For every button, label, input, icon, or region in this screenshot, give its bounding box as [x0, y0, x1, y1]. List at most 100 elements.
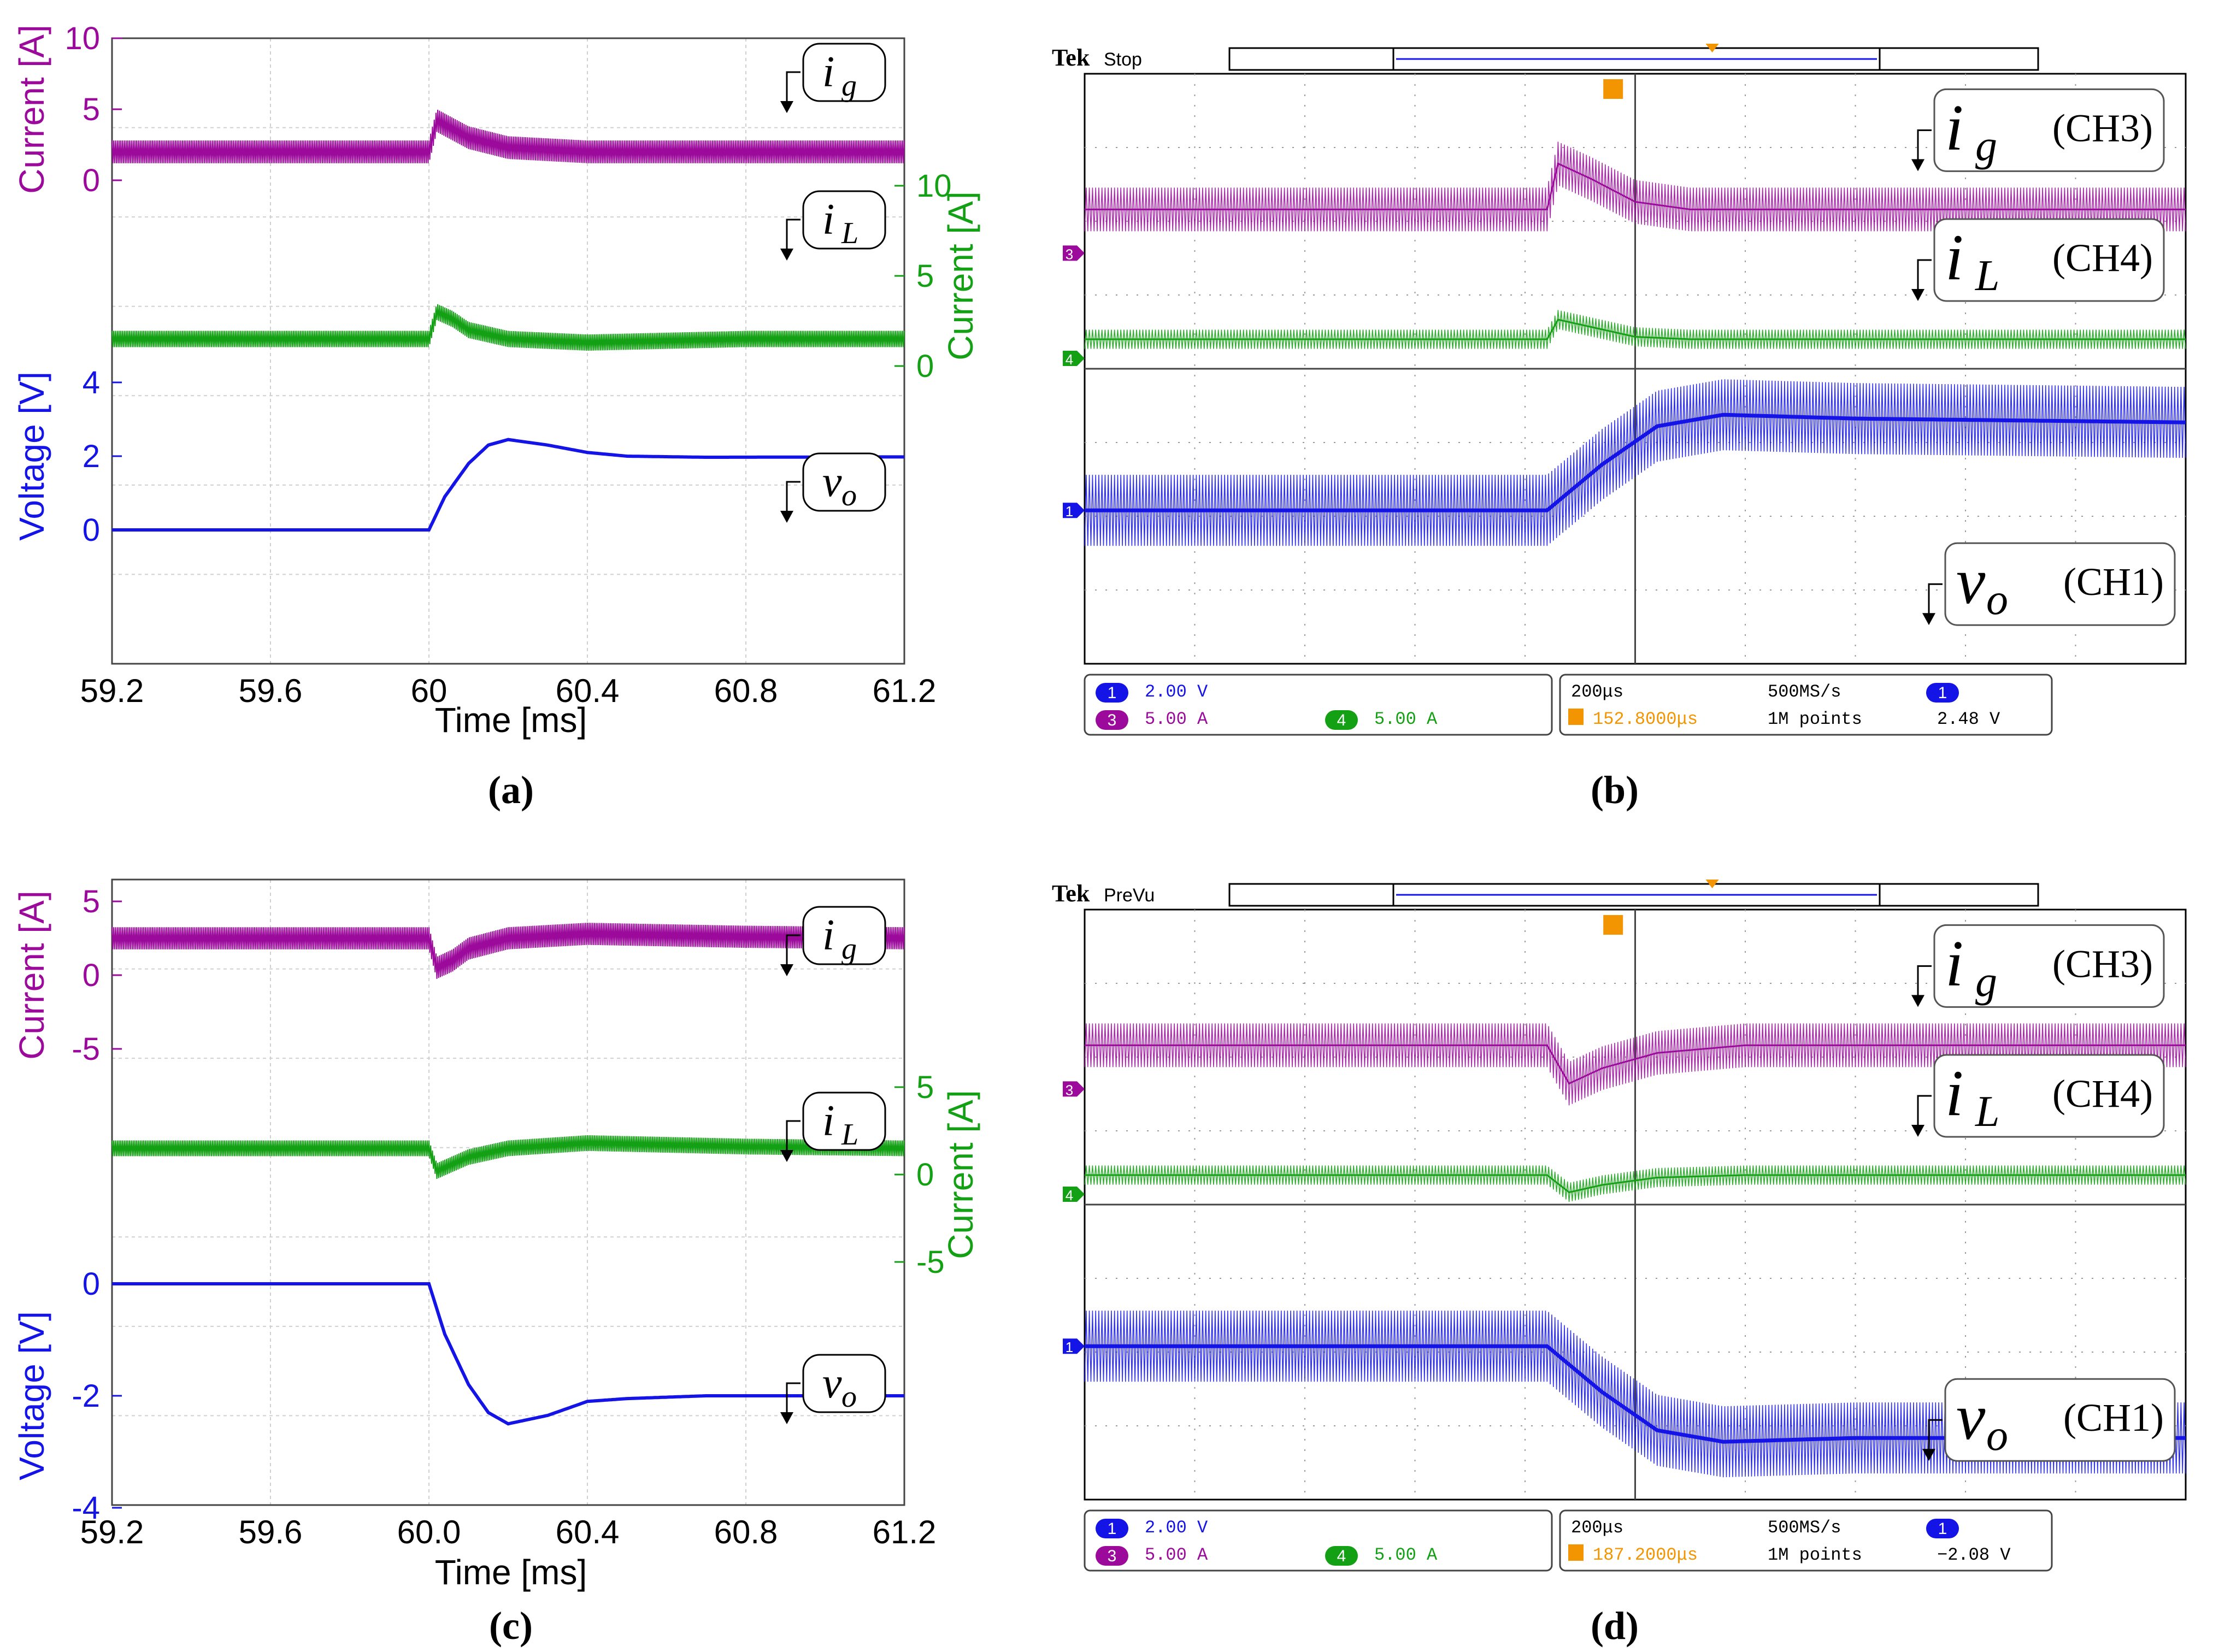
trace-channel-label: (CH4) [2052, 236, 2153, 280]
label-arrowhead [780, 249, 793, 261]
channel-pill [1096, 1546, 1128, 1566]
label-arrowhead [780, 1412, 793, 1424]
x-tick-label: 59.6 [239, 672, 303, 709]
channel-pill-label: 3 [1108, 1547, 1117, 1565]
trigger-marker-top [1705, 44, 1719, 52]
series-label-ig: i [822, 911, 834, 959]
y-tick-label: 5 [83, 92, 100, 127]
series-label-iL: i [822, 1097, 834, 1145]
series-line-iL [111, 304, 905, 351]
trace-label-sub-ig: g [1975, 122, 1997, 170]
record-length: 1M points [1768, 709, 1862, 729]
ch4-scale: 5.00 A [1374, 1545, 1438, 1565]
trace-channel-label: (CH1) [2063, 1396, 2164, 1439]
y-tick-label: 5 [916, 1070, 934, 1105]
ch1-scale: 2.00 V [1145, 682, 1208, 702]
trigger-position: 187.2000μs [1593, 1545, 1698, 1565]
trigger-level: −2.08 V [1937, 1545, 2011, 1565]
caption-a: (a) [488, 768, 534, 812]
x-tick-label: 61.2 [873, 672, 937, 709]
label-arrowhead [1911, 995, 1924, 1007]
y-tick-label: -5 [916, 1244, 945, 1280]
scope-trace-iL [1084, 1165, 2186, 1202]
series-line-iL [111, 1135, 905, 1179]
trace-label-box [1933, 1054, 2165, 1138]
series-label-sub-iL: L [841, 1118, 858, 1152]
trace-label-iL: i [1945, 221, 1963, 293]
series-line-vo [112, 438, 904, 532]
series-line-ig [111, 923, 905, 979]
label-arrow [786, 219, 801, 252]
channel-marker-label: 4 [1066, 1187, 1073, 1203]
trace-label-box [1933, 218, 2165, 302]
xlabel-a: Time [ms] [435, 700, 587, 740]
label-arrow [786, 1382, 801, 1416]
trace-label-sub-ig: g [1975, 958, 1997, 1006]
x-tick-label: 60.8 [714, 1514, 778, 1550]
trace-label-box [1933, 924, 2165, 1008]
scope-trace-ig [1084, 1023, 2186, 1106]
channel-marker-label: 3 [1066, 1082, 1073, 1098]
x-tick-label: 60.8 [714, 672, 778, 709]
readout-box-channels [1084, 674, 1553, 736]
series-label-ig: i [822, 48, 834, 96]
trace-label-ig: i [1945, 927, 1963, 999]
trace-label-sub-vo: o [1986, 1412, 2008, 1460]
trigger-position-marker [1603, 79, 1623, 99]
x-tick-label: 59.6 [239, 1514, 303, 1550]
record-window [1392, 883, 1881, 907]
ch3-scale: 5.00 A [1145, 1545, 1208, 1565]
series-line-vo [112, 1282, 904, 1426]
trace-label-ig: i [1945, 91, 1963, 163]
channel-marker [1063, 245, 1085, 261]
trigger-marker-top [1705, 880, 1719, 888]
y-tick-label: 10 [64, 21, 100, 56]
plot-frame [111, 878, 905, 1506]
channel-pill [1926, 1519, 1959, 1538]
series-label-sub-iL: L [841, 216, 858, 250]
y-tick-label: 0 [83, 1266, 100, 1302]
trace-label-sub-vo: o [1986, 576, 2008, 624]
channel-pill-label: 1 [1938, 1520, 1947, 1538]
y-axis-label: Voltage [V] [12, 1311, 51, 1480]
y-axis-label: Current [A] [941, 191, 980, 360]
label-arrowhead [1911, 289, 1924, 301]
label-arrowhead [780, 964, 793, 976]
ch3-scale: 5.00 A [1145, 709, 1208, 729]
series-label-box [802, 1092, 886, 1151]
scope-brand: Tek [1052, 44, 1090, 71]
channel-pill-label: 1 [1108, 1520, 1117, 1538]
sample-rate: 500MS/s [1768, 682, 1841, 702]
channel-marker-label: 4 [1066, 351, 1073, 368]
trigger-pos-icon [1568, 709, 1584, 725]
channel-marker [1063, 351, 1085, 366]
y-tick-label: 0 [916, 1157, 934, 1193]
channel-pill [1096, 683, 1128, 703]
trace-channel-label: (CH3) [2052, 106, 2153, 150]
trigger-level: 2.48 V [1937, 709, 2000, 729]
timebase: 200μs [1571, 1518, 1623, 1538]
channel-marker-label: 1 [1066, 1339, 1073, 1355]
label-arrow [1928, 1419, 1943, 1453]
scope-trace-mean-iL [1085, 318, 2186, 340]
y-tick-label: 5 [916, 258, 934, 294]
scope-trace-ig [1084, 141, 2186, 232]
scope-trace-mean-vo [1085, 412, 2186, 512]
channel-marker [1063, 503, 1085, 518]
x-tick-label: 60.4 [556, 1514, 620, 1550]
trace-channel-label: (CH4) [2052, 1072, 2153, 1116]
y-tick-label: 10 [916, 168, 952, 204]
trigger-position-marker [1603, 915, 1623, 935]
channel-pill-label: 1 [1108, 684, 1117, 702]
trigger-pos-icon [1568, 1544, 1584, 1561]
label-arrow [1928, 583, 1943, 617]
label-arrowhead [780, 1150, 793, 1162]
caption-b: (b) [1591, 768, 1639, 812]
y-axis-label: Current [A] [12, 25, 51, 193]
label-arrowhead [1911, 1125, 1924, 1137]
trace-label-sub-iL: L [1975, 252, 2000, 300]
scope-trace-iL [1084, 310, 2186, 349]
